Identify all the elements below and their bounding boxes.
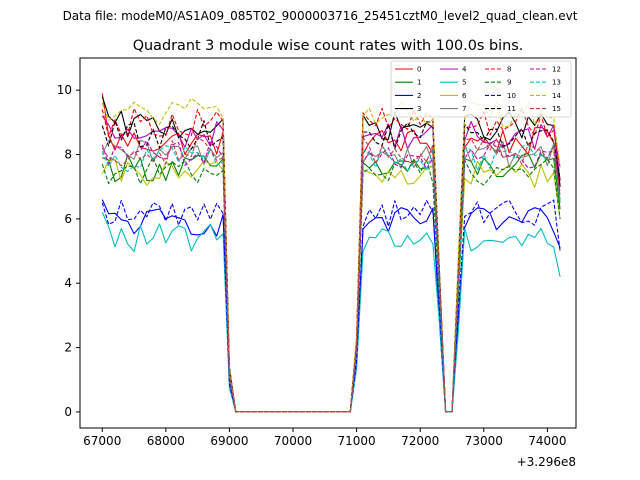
- x-tick-label: 70000: [274, 434, 312, 448]
- x-tick-label: 67000: [83, 434, 121, 448]
- legend-box: [390, 60, 572, 118]
- legend-label-15: 15: [552, 105, 561, 113]
- y-tick-label: 10: [57, 83, 72, 97]
- legend-label-3: 3: [417, 105, 421, 113]
- plot-lines: [101, 93, 561, 413]
- legend-label-6: 6: [462, 92, 467, 100]
- figure-suptitle: Data file: modeM0/AS1A09_085T02_90000037…: [63, 9, 578, 23]
- legend-label-8: 8: [507, 66, 511, 74]
- series-line-10: [101, 199, 561, 413]
- legend-label-9: 9: [507, 79, 511, 87]
- y-tick-label: 4: [64, 276, 72, 290]
- x-tick-label: 73000: [465, 434, 503, 448]
- series-line-15: [101, 136, 561, 413]
- legend-label-0: 0: [417, 66, 421, 74]
- x-offset-label: +3.296e8: [517, 455, 576, 469]
- y-tick-label: 8: [64, 148, 72, 162]
- x-tick-label: 68000: [147, 434, 185, 448]
- y-tick-label: 2: [64, 341, 72, 355]
- x-tick-label: 72000: [401, 434, 439, 448]
- x-tick-label: 71000: [338, 434, 376, 448]
- x-tick-label: 69000: [210, 434, 248, 448]
- legend-label-10: 10: [507, 92, 516, 100]
- x-axis: 67000 68000 69000 70000 71000 72000 73000 74000: [83, 428, 566, 448]
- legend-label-1: 1: [417, 79, 421, 87]
- y-axis: 0 2 4 6 8 10: [57, 83, 80, 419]
- legend-label-4: 4: [462, 66, 467, 74]
- legend-label-7: 7: [462, 105, 466, 113]
- y-tick-label: 0: [64, 405, 72, 419]
- y-tick-label: 6: [64, 212, 72, 226]
- legend-label-14: 14: [552, 92, 561, 100]
- legend-label-5: 5: [462, 79, 466, 87]
- legend-label-13: 13: [552, 79, 561, 87]
- legend-label-12: 12: [552, 66, 561, 74]
- chart-title: Quadrant 3 module wise count rates with …: [133, 38, 524, 54]
- legend-label-2: 2: [417, 92, 421, 100]
- legend-label-11: 11: [507, 105, 516, 113]
- x-tick-label: 74000: [528, 434, 566, 448]
- axes-frame: [79, 57, 577, 429]
